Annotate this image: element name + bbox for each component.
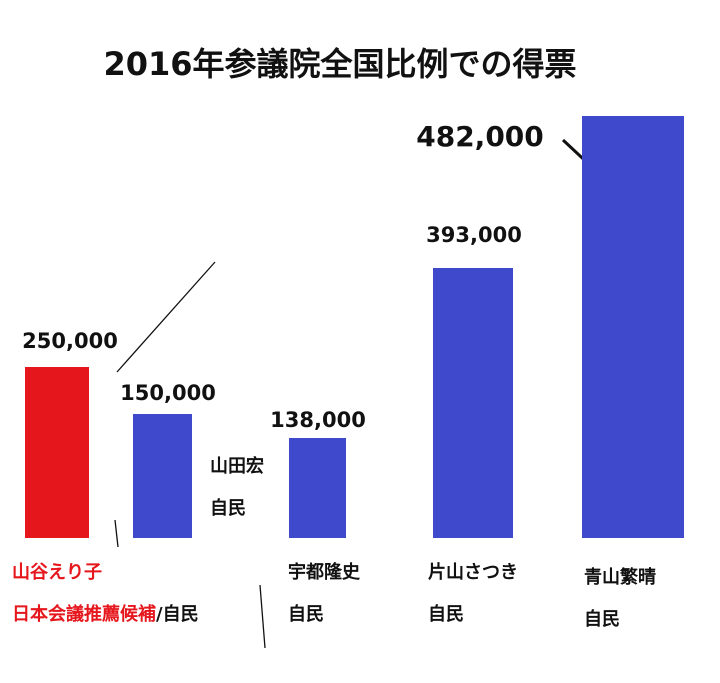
value-label-aoyama: 482,000 (416, 120, 544, 153)
bar-katayama (433, 268, 513, 538)
bar-uto (289, 438, 346, 538)
callout-line-top (116, 261, 216, 373)
bar-aoyama (582, 116, 684, 538)
value-label-yamada: 150,000 (120, 381, 216, 405)
party-label-aoyama: 自民 (584, 608, 620, 630)
party-label-yamada: 自民 (210, 497, 246, 519)
party-label-katayama: 自民 (428, 603, 464, 625)
value-label-yamatani: 250,000 (22, 329, 118, 353)
bar-yamatani (25, 367, 89, 538)
value-label-katayama: 393,000 (426, 223, 522, 247)
bar-yamada (133, 414, 192, 538)
party-label-yamatani-suffix: /自民 (156, 603, 199, 625)
category-label-yamada: 山田宏 (210, 455, 264, 477)
callout-line-mid (114, 519, 119, 548)
callout-line-bottom (259, 584, 266, 649)
value-label-uto: 138,000 (270, 408, 366, 432)
category-label-katayama: 片山さつき (428, 561, 518, 583)
party-label-yamatani: 日本会議推薦候補/自民 (12, 603, 199, 625)
category-label-yamatani: 山谷えり子 (12, 562, 102, 583)
party-label-yamatani-main: 日本会議推薦候補 (12, 603, 156, 625)
category-label-aoyama: 青山繁晴 (584, 566, 656, 588)
category-label-uto: 宇都隆史 (288, 561, 361, 583)
party-label-uto: 自民 (288, 603, 324, 625)
chart-title: 2016年参議院全国比例での得票 (103, 45, 576, 83)
bars-group (25, 116, 684, 538)
